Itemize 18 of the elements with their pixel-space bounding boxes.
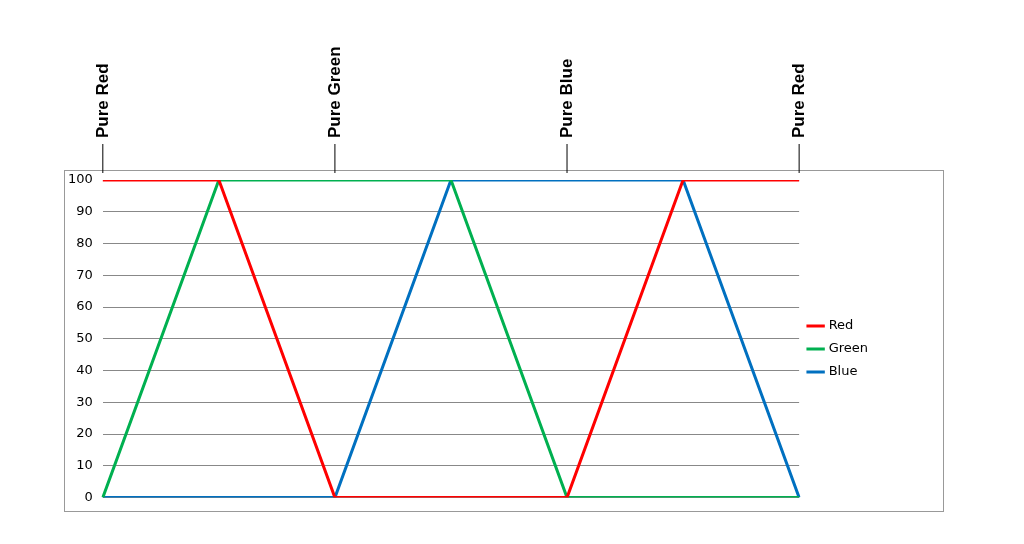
y-tick-label: 70 bbox=[76, 266, 93, 282]
y-tick-label: 40 bbox=[76, 361, 93, 377]
legend-label: Green bbox=[828, 340, 869, 356]
y-tick-label: 90 bbox=[76, 203, 93, 219]
text: Pure Blue bbox=[556, 58, 576, 138]
y-tick-label: 100 bbox=[67, 171, 93, 187]
y-tick-label: 20 bbox=[76, 425, 93, 441]
text: Pure Green bbox=[324, 46, 344, 138]
y-tick-label: 60 bbox=[76, 298, 93, 314]
legend-label: Red bbox=[828, 317, 854, 333]
y-tick-label: 80 bbox=[76, 234, 93, 250]
y-tick-label: 50 bbox=[76, 330, 93, 346]
y-tick-label: 0 bbox=[84, 488, 93, 504]
legend-label: Blue bbox=[828, 363, 858, 379]
text: Pure Red bbox=[788, 63, 808, 138]
text: Pure Red bbox=[92, 63, 112, 138]
y-tick-label: 10 bbox=[76, 457, 93, 473]
y-tick-label: 30 bbox=[76, 393, 93, 409]
